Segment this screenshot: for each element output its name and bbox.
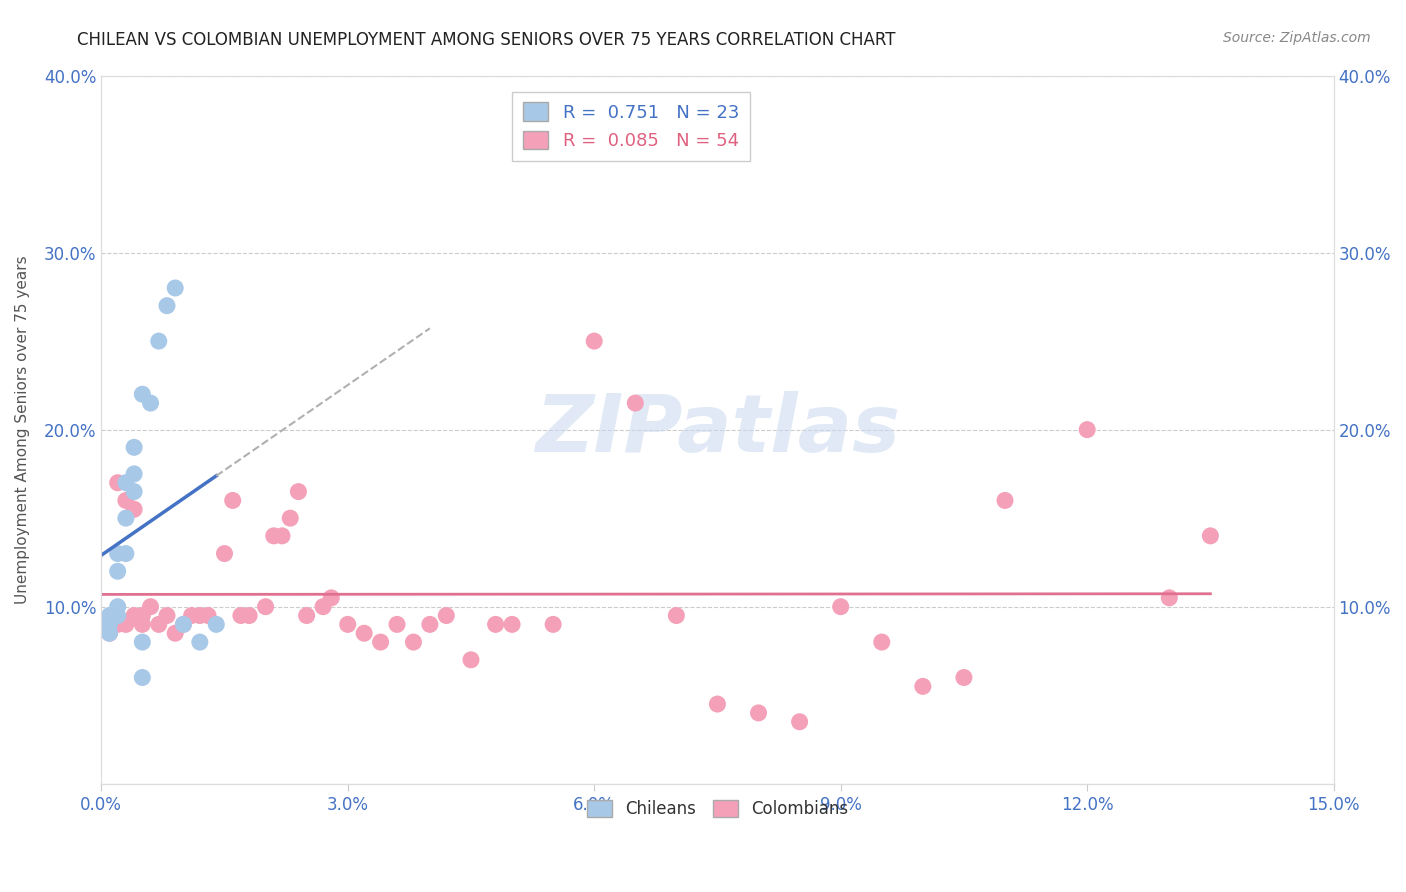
Point (172, 617, 194, 632)
Point (139, 599, 162, 614)
Point (1199, 529, 1222, 543)
Point (107, 617, 129, 632)
Point (287, 484, 309, 499)
Point (205, 617, 228, 632)
Point (1159, 591, 1181, 605)
Point (238, 608, 260, 623)
Point (131, 671, 153, 685)
Legend: Chileans, Colombians: Chileans, Colombians (581, 794, 855, 825)
Point (122, 484, 145, 499)
Point (172, 617, 194, 632)
Point (254, 599, 277, 614)
Point (222, 493, 245, 508)
Point (165, 626, 187, 640)
Point (870, 635, 893, 649)
Point (830, 599, 852, 614)
Point (312, 599, 335, 614)
Point (278, 511, 301, 525)
Point (953, 671, 976, 685)
Point (107, 599, 129, 614)
Point (229, 608, 252, 623)
Point (131, 387, 153, 401)
Point (148, 617, 170, 632)
Point (139, 396, 162, 410)
Point (541, 617, 564, 632)
Point (115, 475, 138, 490)
Text: Source: ZipAtlas.com: Source: ZipAtlas.com (1223, 31, 1371, 45)
Point (484, 617, 506, 632)
Point (460, 653, 482, 667)
Point (336, 617, 359, 632)
Point (665, 608, 688, 623)
Point (188, 635, 211, 649)
Point (98, 608, 121, 623)
Point (107, 564, 129, 578)
Point (122, 608, 145, 623)
Point (122, 502, 145, 516)
Y-axis label: Unemployment Among Seniors over 75 years: Unemployment Among Seniors over 75 years (15, 255, 30, 604)
Point (188, 608, 211, 623)
Point (994, 493, 1017, 508)
Point (156, 299, 179, 313)
Point (156, 608, 179, 623)
Point (295, 608, 318, 623)
Point (911, 679, 934, 693)
Text: ZIPatlas: ZIPatlas (534, 391, 900, 468)
Point (789, 714, 811, 729)
Point (107, 547, 129, 561)
Point (402, 635, 425, 649)
Point (434, 608, 457, 623)
Point (107, 608, 129, 623)
Point (115, 547, 138, 561)
Point (122, 440, 145, 454)
Point (148, 334, 170, 348)
Point (98, 617, 121, 632)
Point (115, 493, 138, 508)
Point (583, 334, 606, 348)
Point (706, 697, 728, 711)
Point (214, 547, 236, 561)
Point (131, 635, 153, 649)
Point (385, 617, 408, 632)
Point (165, 281, 187, 295)
Point (131, 608, 153, 623)
Point (747, 706, 769, 720)
Point (180, 608, 202, 623)
Text: CHILEAN VS COLOMBIAN UNEMPLOYMENT AMONG SENIORS OVER 75 YEARS CORRELATION CHART: CHILEAN VS COLOMBIAN UNEMPLOYMENT AMONG … (77, 31, 896, 49)
Point (115, 617, 138, 632)
Point (263, 529, 285, 543)
Point (1076, 423, 1098, 437)
Point (131, 617, 153, 632)
Point (624, 396, 647, 410)
Point (419, 617, 441, 632)
Point (107, 475, 129, 490)
Point (98, 626, 121, 640)
Point (370, 635, 392, 649)
Point (353, 626, 375, 640)
Point (271, 529, 294, 543)
Point (321, 591, 343, 605)
Point (98, 626, 121, 640)
Point (115, 511, 138, 525)
Point (197, 608, 219, 623)
Point (122, 467, 145, 481)
Point (501, 617, 523, 632)
